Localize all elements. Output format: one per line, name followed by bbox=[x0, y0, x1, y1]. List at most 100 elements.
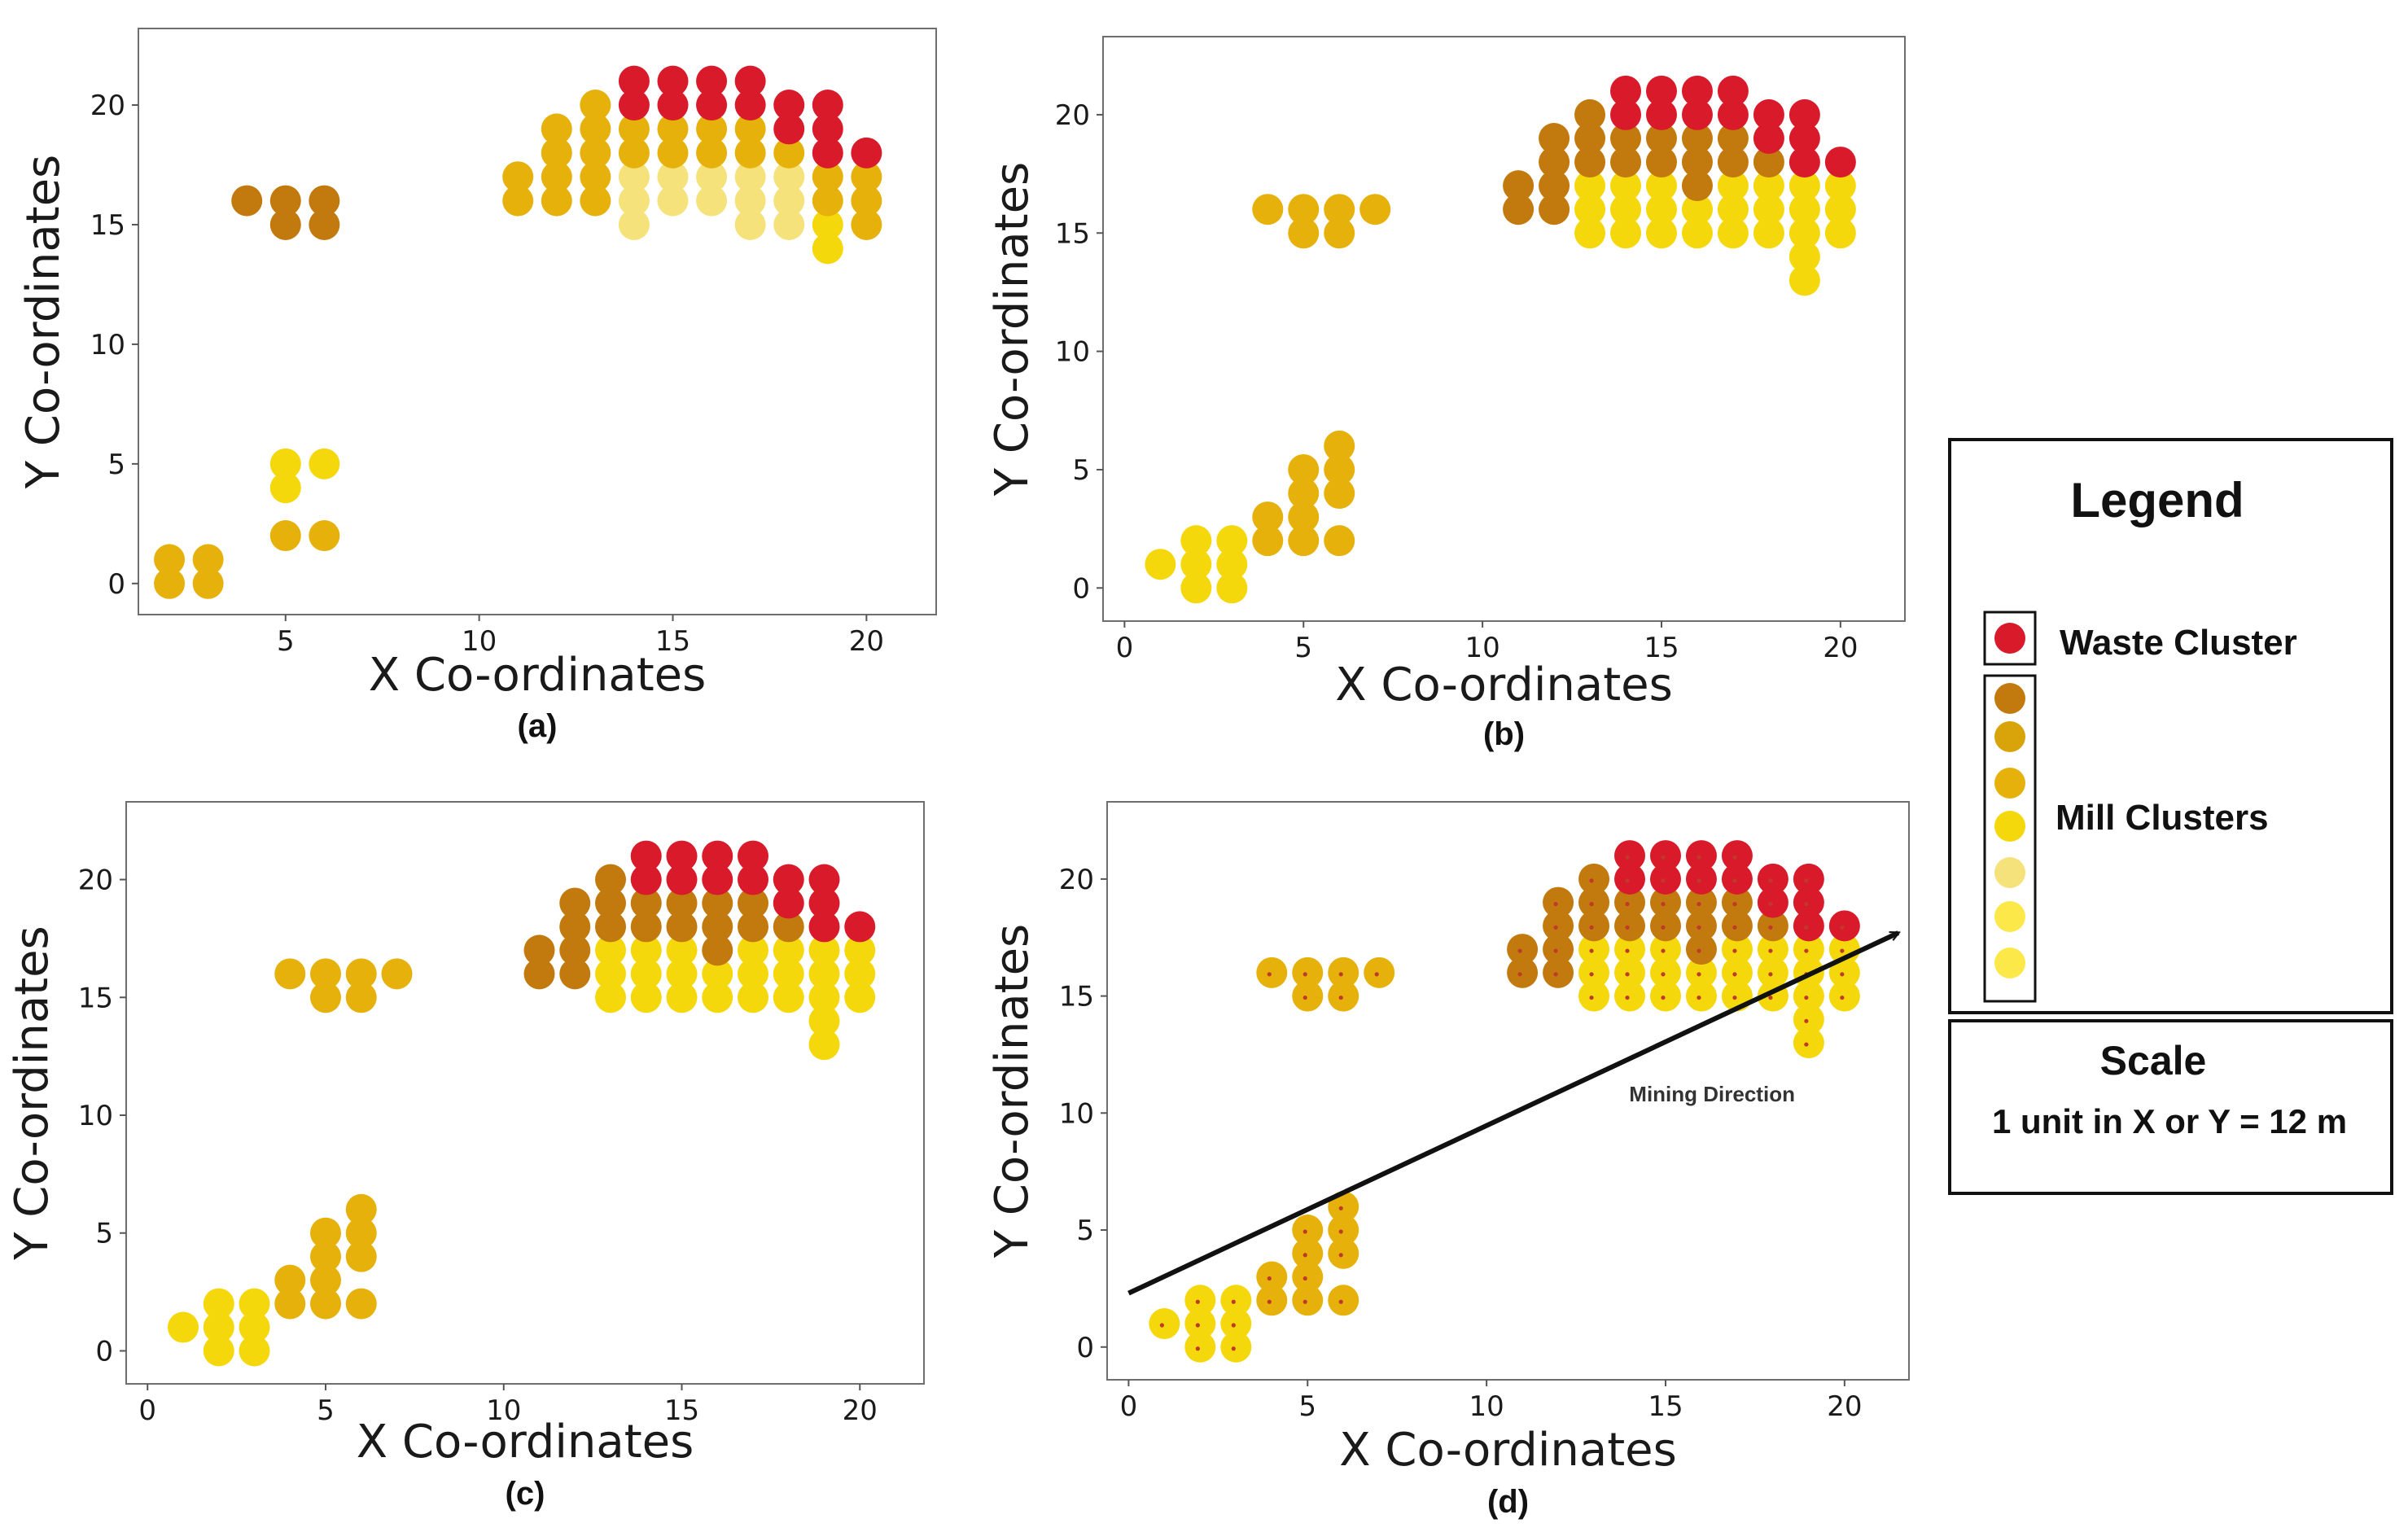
data-point bbox=[310, 1264, 341, 1296]
data-point bbox=[559, 958, 591, 990]
data-point bbox=[1753, 122, 1784, 154]
scale-frame bbox=[1948, 1019, 2393, 1195]
data-point bbox=[1614, 956, 1646, 988]
point-center-marker bbox=[1840, 995, 1845, 1000]
data-point bbox=[580, 137, 611, 169]
data-point bbox=[851, 137, 882, 169]
data-point bbox=[345, 1193, 377, 1225]
x-axis-label: X Co-ordinates bbox=[357, 1416, 694, 1469]
data-point bbox=[1507, 956, 1539, 988]
point-center-marker bbox=[1589, 925, 1594, 930]
data-point bbox=[1610, 194, 1642, 225]
point-center-marker bbox=[1589, 878, 1594, 883]
legend-mill-swatch bbox=[1994, 811, 2025, 842]
data-point bbox=[702, 935, 733, 966]
data-point bbox=[734, 90, 766, 121]
data-point bbox=[1610, 98, 1642, 130]
x-axis-label: X Co-ordinates bbox=[1339, 1424, 1677, 1477]
data-point bbox=[702, 958, 733, 990]
legend: Legend Waste Cluster Mill Clusters bbox=[1948, 438, 2393, 1014]
scale-text: 1 unit in X or Y = 12 m bbox=[1992, 1102, 2347, 1140]
point-center-marker bbox=[1303, 1299, 1307, 1304]
data-point bbox=[812, 208, 843, 240]
legend-waste-frame bbox=[1983, 611, 2037, 666]
data-point bbox=[231, 185, 263, 217]
data-point bbox=[1649, 980, 1681, 1012]
data-point bbox=[1788, 147, 1820, 178]
point-center-marker bbox=[1732, 878, 1737, 883]
scale-box: Scale 1 unit in X or Y = 12 m bbox=[1948, 1019, 2393, 1195]
panel-caption: (d) bbox=[1487, 1484, 1529, 1520]
point-center-marker bbox=[1804, 948, 1809, 953]
data-point bbox=[1757, 863, 1788, 895]
data-point bbox=[523, 935, 555, 966]
point-center-marker bbox=[1589, 972, 1594, 977]
data-point bbox=[1685, 980, 1717, 1012]
data-point bbox=[239, 1288, 270, 1320]
data-point bbox=[702, 982, 733, 1013]
data-point bbox=[595, 887, 626, 919]
data-point bbox=[1539, 147, 1570, 178]
point-center-marker bbox=[1195, 1323, 1200, 1328]
point-center-marker bbox=[1338, 995, 1343, 1000]
data-point bbox=[1753, 98, 1784, 130]
data-point bbox=[1793, 1027, 1824, 1059]
data-point bbox=[618, 185, 650, 217]
data-point bbox=[1288, 194, 1320, 225]
chart-panel-d: 0 5 10 15 20 0 5 10 15 20 X Co-ordinates Y Co-ordin… bbox=[986, 801, 1910, 1520]
point-center-marker bbox=[1303, 1276, 1307, 1281]
data-point bbox=[1292, 1215, 1324, 1246]
data-point bbox=[1649, 886, 1681, 918]
point-center-marker bbox=[1195, 1346, 1200, 1351]
point-center-marker bbox=[1732, 925, 1737, 930]
data-point bbox=[1788, 241, 1820, 273]
data-point bbox=[808, 1029, 840, 1061]
data-point bbox=[808, 958, 840, 990]
data-point bbox=[1721, 910, 1753, 942]
x-tick-label: 5 bbox=[317, 1394, 335, 1427]
data-point bbox=[1793, 934, 1824, 965]
data-point bbox=[1324, 194, 1355, 225]
data-point bbox=[1220, 1308, 1252, 1340]
point-center-marker bbox=[1625, 995, 1630, 1000]
data-point bbox=[844, 982, 876, 1013]
data-point bbox=[812, 233, 843, 265]
data-point bbox=[1685, 840, 1717, 872]
data-point bbox=[630, 982, 662, 1013]
data-point bbox=[844, 958, 876, 990]
data-point bbox=[696, 161, 728, 193]
data-point bbox=[274, 1264, 306, 1296]
data-point bbox=[1328, 1215, 1359, 1246]
point-center-marker bbox=[1625, 878, 1630, 883]
data-point bbox=[1328, 1285, 1359, 1316]
legend-mill-swatch bbox=[1994, 948, 2025, 978]
data-point bbox=[1543, 934, 1574, 965]
data-point bbox=[657, 161, 689, 193]
data-point bbox=[1645, 194, 1677, 225]
data-point bbox=[1292, 1237, 1324, 1269]
data-point bbox=[1292, 1261, 1324, 1293]
data-point bbox=[1216, 525, 1248, 557]
y-tick-label: 0 bbox=[1072, 572, 1090, 605]
data-point bbox=[696, 185, 728, 217]
data-point bbox=[734, 137, 766, 169]
data-point bbox=[269, 472, 301, 504]
point-center-marker bbox=[1661, 855, 1666, 860]
data-point bbox=[1645, 217, 1677, 249]
data-point bbox=[1328, 956, 1359, 988]
data-point bbox=[1574, 170, 1606, 202]
data-point bbox=[1681, 147, 1713, 178]
y-tick-label: 0 bbox=[95, 1335, 113, 1368]
panel-caption: (b) bbox=[1483, 716, 1525, 752]
mining-direction-arrow bbox=[1127, 930, 1898, 1296]
panel-caption: (c) bbox=[506, 1476, 545, 1512]
data-point bbox=[734, 208, 766, 240]
data-point bbox=[773, 958, 804, 990]
data-point bbox=[844, 911, 876, 943]
data-point bbox=[734, 65, 766, 97]
data-point bbox=[274, 958, 306, 990]
data-point bbox=[502, 185, 534, 217]
x-tick-label: 5 bbox=[277, 625, 295, 658]
point-center-marker bbox=[1338, 1299, 1343, 1304]
y-axis-label: Y Co-ordinates bbox=[17, 155, 70, 489]
